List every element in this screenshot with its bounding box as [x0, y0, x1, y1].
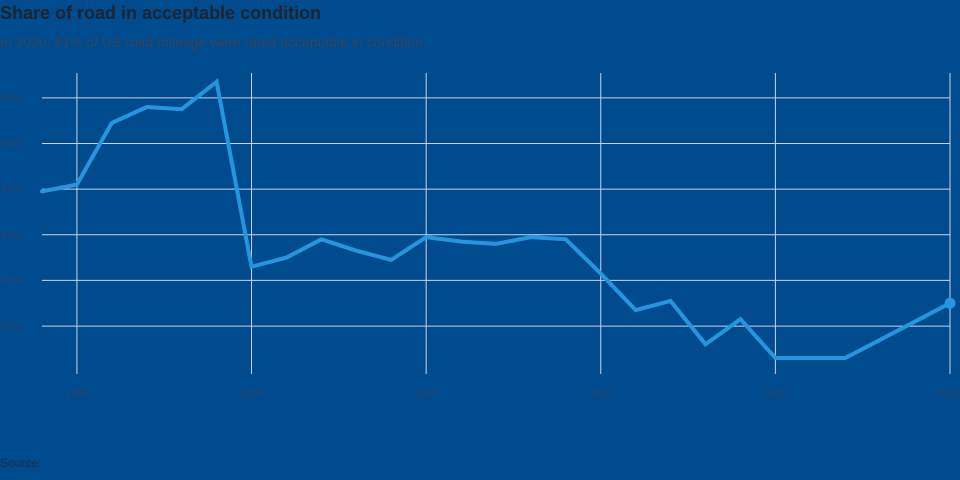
x-tick-label: 2010: [590, 389, 613, 400]
series-line: [40, 78, 952, 360]
series-layer: [40, 78, 956, 360]
tick-labels: 80% 82% 84% 86% 88% 90% 1995 2000 2005 2010 2015 20…: [2, 93, 959, 400]
x-tick-label: 2015: [764, 389, 787, 400]
chart-subtitle: In 2020, 81% of US road mileage were rat…: [0, 34, 427, 50]
gridlines: [42, 73, 951, 374]
y-tick-label: 86%: [2, 185, 22, 196]
source-line: Source:: [0, 456, 232, 470]
y-tick-label: 84%: [2, 230, 22, 241]
y-tick-label: 82%: [2, 276, 22, 287]
x-tick-label: 1995: [66, 389, 89, 400]
end-point-marker: [944, 297, 956, 309]
x-tick-label: 2020: [937, 389, 960, 400]
y-tick-label: 88%: [2, 139, 22, 150]
source-label: Source:: [0, 456, 42, 470]
y-tick-label: 90%: [2, 93, 22, 104]
x-tick-label: 2005: [415, 389, 438, 400]
y-tick-label: 80%: [2, 322, 22, 333]
chart-title: Share of road in acceptable condition: [0, 3, 322, 23]
x-tick-label: 2000: [240, 389, 263, 400]
